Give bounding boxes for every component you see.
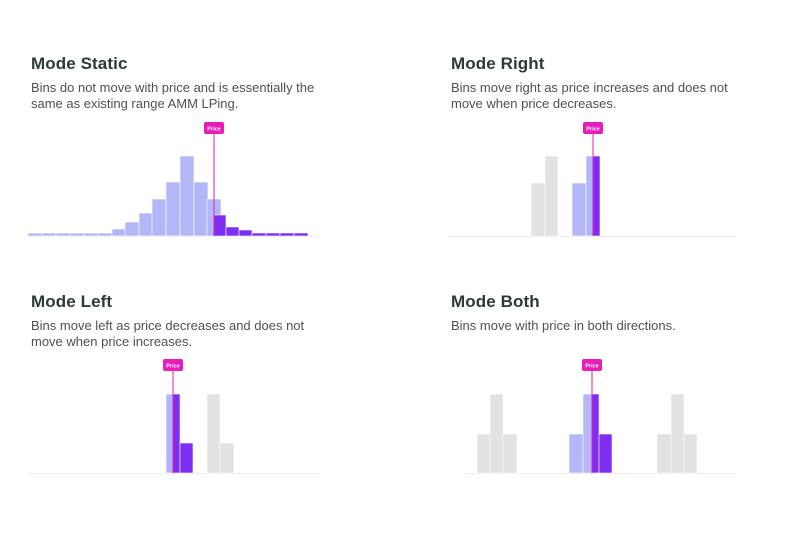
inactive-bin (476, 433, 491, 474)
liquidity-bin-above-price (251, 232, 267, 237)
liquidity-bin-above-price (172, 393, 181, 474)
description-line: Bins do not move with price and is essen… (31, 80, 315, 95)
panel-mode-right: Mode Right Bins move right as price incr… (451, 54, 791, 112)
price-tag (583, 122, 603, 134)
liquidity-bin-below-price (179, 155, 195, 237)
liquidity-bin-below-price (27, 232, 43, 237)
chart-mode-both: Price (464, 359, 737, 474)
liquidity-bin-above-price (238, 229, 253, 237)
description-line: same as existing range AMM LPing. (31, 96, 239, 111)
liquidity-bin-below-price (69, 232, 85, 237)
liquidity-bin-below-price (111, 228, 127, 237)
liquidity-bin-above-price (213, 214, 227, 237)
price-tag-label: Price (586, 127, 599, 133)
panel-description: Bins move right as price increases and d… (451, 80, 791, 112)
liquidity-bin-above-price (225, 226, 240, 237)
description-line: Bins move left as price decreases and do… (31, 318, 305, 333)
liquidity-bin-above-price (265, 232, 281, 237)
liquidity-bin-above-price (598, 433, 613, 474)
price-tag (163, 359, 183, 371)
liquidity-bin-above-price (592, 155, 601, 237)
panel-title: Mode Right (451, 54, 545, 73)
chart-mode-left: Price (28, 359, 318, 474)
liquidity-bin-below-price (138, 212, 154, 237)
panel-mode-both: Mode Both Bins move with price in both d… (451, 292, 791, 334)
inactive-bin (502, 433, 518, 474)
liquidity-bin-above-price (179, 442, 194, 474)
inactive-bin (670, 393, 685, 474)
price-tag (582, 359, 602, 371)
inactive-bin (489, 393, 504, 474)
price-tag-label: Price (207, 127, 220, 133)
liquidity-bin-below-price (582, 393, 593, 474)
description-line: move when price increases. (31, 334, 193, 349)
liquidity-bin-below-price (193, 181, 209, 237)
liquidity-bin-below-price (585, 155, 594, 237)
liquidity-bin-below-price (83, 232, 99, 237)
inactive-bin (656, 433, 672, 474)
panel-title: Mode Both (451, 292, 540, 311)
panel-description: Bins move with price in both directions. (451, 318, 791, 334)
liquidity-bin-above-price (279, 232, 295, 237)
panel-title: Mode Static (31, 54, 128, 73)
liquidity-bin-below-price (55, 232, 71, 237)
price-tag-label: Price (585, 364, 598, 370)
liquidity-bin-below-price (41, 232, 57, 237)
liquidity-bin-above-price (293, 232, 309, 237)
chart-mode-static: Price (27, 122, 318, 237)
chart-mode-right: Price (449, 122, 737, 237)
description-line: move when price decreases. (451, 96, 617, 111)
panel-mode-static: Mode Static Bins do not move with price … (31, 54, 371, 112)
panel-title: Mode Left (31, 292, 113, 311)
price-tag (204, 122, 224, 134)
liquidity-bin-below-price (124, 221, 140, 237)
liquidity-bin-below-price (165, 393, 174, 474)
description-line: Bins move with price in both directions. (451, 318, 676, 333)
inactive-bin (206, 393, 221, 474)
price-tag-label: Price (166, 364, 179, 370)
liquidity-bin-below-price (97, 232, 113, 237)
panel-description: Bins do not move with price and is essen… (31, 80, 371, 112)
description-line: Bins move right as price increases and d… (451, 80, 728, 95)
inactive-bin (683, 433, 698, 474)
inactive-bin (530, 182, 546, 237)
panel-description: Bins move left as price decreases and do… (31, 318, 371, 350)
liquidity-bin-below-price (568, 433, 584, 474)
liquidity-bin-above-price (591, 393, 600, 474)
liquidity-bin-below-price (151, 198, 167, 237)
panel-mode-left: Mode Left Bins move left as price decrea… (31, 292, 371, 350)
liquidity-bin-below-price (571, 182, 587, 237)
inactive-bin (544, 155, 559, 237)
liquidity-bin-below-price (165, 181, 181, 237)
inactive-bin (219, 442, 235, 474)
